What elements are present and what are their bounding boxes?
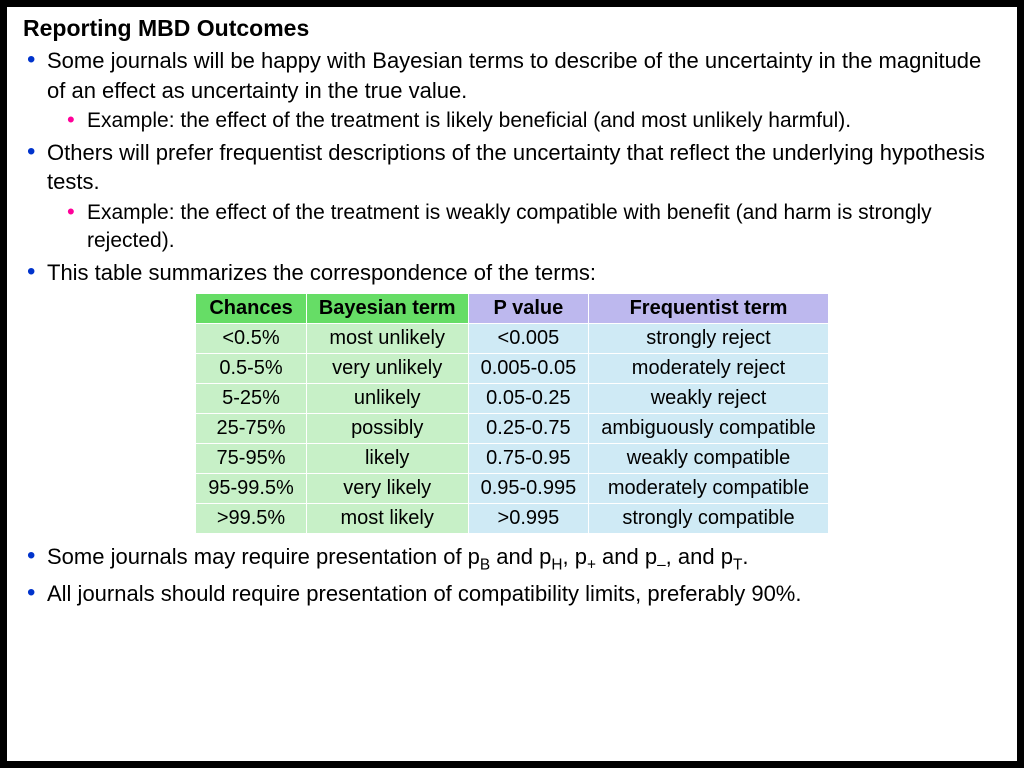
subscript: B [480,557,490,574]
table-cell: unlikely [306,384,468,414]
sub-bullet-item: Example: the effect of the treatment is … [61,199,1001,256]
table-cell: most unlikely [306,324,468,354]
subscript: H [551,557,562,574]
terms-table: ChancesBayesian termP valueFrequentist t… [195,293,829,534]
slide-frame: Reporting MBD Outcomes Some journals wil… [0,0,1024,768]
subscript: + [587,557,596,574]
table-cell: strongly reject [589,324,829,354]
table-cell: 0.5-5% [196,354,307,384]
bullet-item: Some journals will be happy with Bayesia… [23,46,1001,136]
table-row: >99.5%most likely>0.995strongly compatib… [196,504,829,534]
table-cell: 0.005-0.05 [468,354,589,384]
sub-bullet-text: Example: the effect of the treatment is … [87,201,932,252]
bullet-item: This table summarizes the correspondence… [23,258,1001,288]
table-cell: 75-95% [196,444,307,474]
page-title: Reporting MBD Outcomes [23,15,1001,42]
bullet-item: Others will prefer frequentist descripti… [23,138,1001,256]
table-cell: strongly compatible [589,504,829,534]
table-cell: <0.005 [468,324,589,354]
sub-bullet-list: Example: the effect of the treatment is … [47,199,1001,256]
table-cell: >99.5% [196,504,307,534]
table-header-cell: Chances [196,294,307,324]
table-cell: very unlikely [306,354,468,384]
table-cell: 0.75-0.95 [468,444,589,474]
table-row: <0.5%most unlikely<0.005strongly reject [196,324,829,354]
table-cell: most likely [306,504,468,534]
table-row: 0.5-5%very unlikely0.005-0.05moderately … [196,354,829,384]
table-cell: >0.995 [468,504,589,534]
bullet-text-part: , p [562,544,586,569]
table-cell: 95-99.5% [196,474,307,504]
bullet-text-part: Some journals may require presentation o… [47,544,480,569]
table-cell: 0.25-0.75 [468,414,589,444]
bullet-text: Others will prefer frequentist descripti… [47,140,985,195]
table-cell: weakly reject [589,384,829,414]
table-cell: ambiguously compatible [589,414,829,444]
table-row: 5-25%unlikely0.05-0.25weakly reject [196,384,829,414]
table-cell: 25-75% [196,414,307,444]
subscript: – [657,557,666,574]
bullet-text-part: , and p [666,544,733,569]
bullet-text-part: and p [490,544,551,569]
bullet-text: All journals should require presentation… [47,581,801,606]
bullet-text-part: . [742,544,748,569]
table-header-cell: Frequentist term [589,294,829,324]
table-cell: 0.05-0.25 [468,384,589,414]
table-cell: likely [306,444,468,474]
sub-bullet-item: Example: the effect of the treatment is … [61,107,1001,135]
bullet-list-lower: Some journals may require presentation o… [23,542,1001,608]
table-header-cell: Bayesian term [306,294,468,324]
table-cell: weakly compatible [589,444,829,474]
table-cell: possibly [306,414,468,444]
table-cell: 0.95-0.995 [468,474,589,504]
table-row: 75-95%likely0.75-0.95weakly compatible [196,444,829,474]
table-cell: moderately compatible [589,474,829,504]
bullet-text: Some journals will be happy with Bayesia… [47,48,981,103]
sub-bullet-text: Example: the effect of the treatment is … [87,109,851,132]
table-cell: moderately reject [589,354,829,384]
bullet-item: All journals should require presentation… [23,579,1001,609]
bullet-item: Some journals may require presentation o… [23,542,1001,576]
table-row: 95-99.5%very likely0.95-0.995moderately … [196,474,829,504]
subscript: T [733,557,742,574]
bullet-text: This table summarizes the correspondence… [47,260,596,285]
table-header-cell: P value [468,294,589,324]
table-row: 25-75%possibly0.25-0.75ambiguously compa… [196,414,829,444]
bullet-text-part: and p [596,544,657,569]
sub-bullet-list: Example: the effect of the treatment is … [47,107,1001,135]
table-cell: <0.5% [196,324,307,354]
table-cell: 5-25% [196,384,307,414]
table-cell: very likely [306,474,468,504]
bullet-list: Some journals will be happy with Bayesia… [23,46,1001,287]
terms-table-wrap: ChancesBayesian termP valueFrequentist t… [23,293,1001,534]
